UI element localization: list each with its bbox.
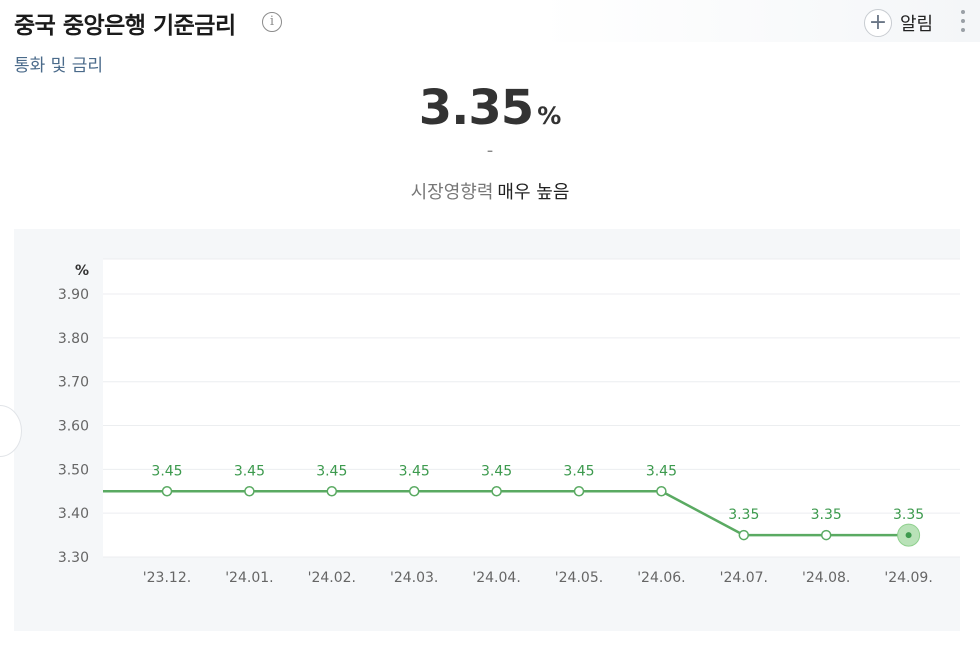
x-tick-label: '24.08. bbox=[802, 570, 850, 586]
x-tick-label: '24.06. bbox=[637, 570, 685, 586]
category-link[interactable]: 통화 및 금리 bbox=[14, 56, 104, 76]
header-band bbox=[0, 0, 980, 42]
data-point bbox=[244, 486, 255, 497]
info-icon[interactable]: i bbox=[262, 12, 282, 32]
data-label: 3.45 bbox=[481, 463, 512, 479]
current-value: 3.35% bbox=[0, 80, 980, 136]
alert-button[interactable]: + 알림 bbox=[864, 8, 933, 38]
plus-icon: + bbox=[864, 9, 892, 37]
data-point bbox=[905, 532, 912, 539]
y-axis-unit: % bbox=[75, 263, 89, 279]
data-point bbox=[408, 486, 420, 497]
data-label: 3.35 bbox=[728, 507, 759, 523]
data-label: 3.45 bbox=[234, 463, 265, 479]
x-tick-label: '24.05. bbox=[555, 570, 603, 586]
data-point bbox=[491, 486, 502, 497]
data-label: 3.45 bbox=[399, 463, 430, 479]
data-label: 3.35 bbox=[811, 507, 842, 523]
impact-value: 매우 높음 bbox=[497, 182, 570, 203]
x-tick-label: '24.09. bbox=[884, 570, 932, 586]
data-label: 3.45 bbox=[563, 463, 594, 479]
x-tick-label: '24.02. bbox=[308, 570, 356, 586]
x-tick-label: '24.01. bbox=[225, 570, 273, 586]
more-vertical-icon[interactable] bbox=[958, 8, 968, 34]
data-point bbox=[820, 529, 832, 541]
x-tick-label: '24.07. bbox=[720, 570, 768, 586]
data-point bbox=[326, 486, 338, 497]
data-label: 3.45 bbox=[316, 463, 347, 479]
data-point bbox=[573, 486, 585, 497]
x-tick-label: '24.04. bbox=[472, 570, 520, 586]
data-point bbox=[738, 529, 750, 541]
x-tick-label: '24.03. bbox=[390, 570, 438, 586]
y-tick-label: 3.90 bbox=[58, 287, 89, 303]
change-value: - bbox=[486, 140, 494, 161]
current-value-unit: % bbox=[537, 102, 562, 130]
y-tick-label: 3.50 bbox=[58, 462, 89, 478]
data-point bbox=[161, 486, 173, 497]
data-label: 3.45 bbox=[646, 463, 677, 479]
y-tick-label: 3.40 bbox=[58, 506, 89, 522]
data-label: 3.45 bbox=[151, 463, 182, 479]
x-tick-label: '23.12. bbox=[143, 570, 191, 586]
y-tick-label: 3.30 bbox=[58, 550, 89, 566]
page-title: 중국 중앙은행 기준금리 bbox=[14, 13, 236, 39]
data-label: 3.35 bbox=[893, 507, 924, 523]
y-tick-label: 3.70 bbox=[58, 375, 89, 391]
impact-label: 시장영향력 bbox=[410, 182, 494, 203]
alert-label: 알림 bbox=[900, 14, 934, 35]
y-tick-label: 3.80 bbox=[58, 331, 89, 347]
market-impact: 시장영향력 매우 높음 bbox=[0, 178, 980, 204]
data-point bbox=[656, 486, 667, 497]
current-value-number: 3.35 bbox=[418, 80, 534, 136]
plot-area bbox=[103, 259, 960, 557]
y-tick-label: 3.60 bbox=[58, 419, 89, 435]
